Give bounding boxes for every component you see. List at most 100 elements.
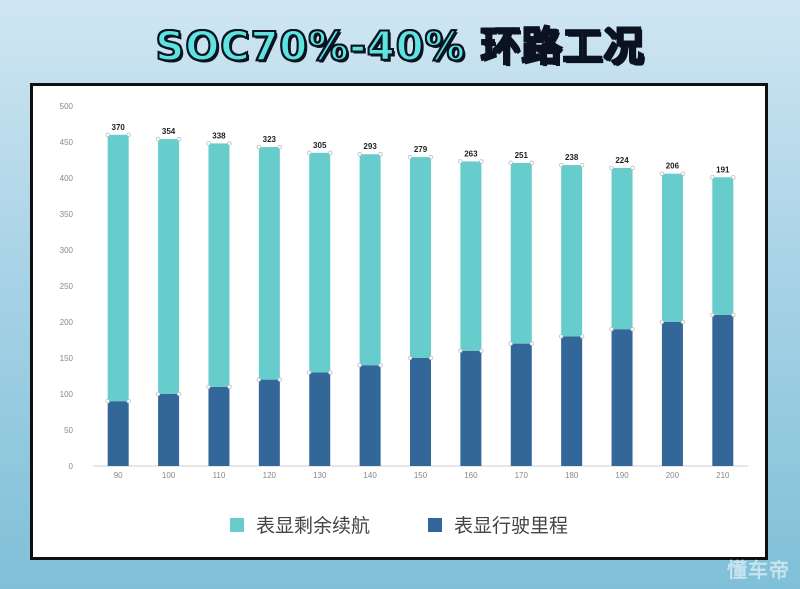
bar-marker (277, 377, 283, 382)
bar-driven (309, 372, 331, 466)
bar-remaining (510, 162, 532, 344)
x-tick-label: 100 (162, 471, 176, 480)
bar-driven (208, 386, 230, 466)
y-tick-label: 500 (60, 102, 74, 111)
bar-marker (458, 348, 463, 353)
bar-remaining (309, 152, 331, 373)
bar-driven (611, 329, 633, 466)
stacked-bar-chart: 0 50 100 150 200 250 300 350 400 450 500 90 100 110 1… (60, 102, 748, 480)
bar-remaining (561, 165, 583, 337)
bar-marker (105, 132, 110, 137)
bar-marker (731, 175, 736, 180)
bar-remaining (460, 161, 482, 351)
bar-marker (731, 312, 736, 317)
y-tick-label: 150 (60, 354, 74, 363)
y-tick-label: 200 (60, 318, 74, 327)
bar-remaining (611, 167, 633, 330)
bar-marker (357, 152, 362, 157)
legend-swatch-remaining (229, 517, 244, 532)
bar-remaining (661, 173, 683, 322)
chart-title: SOC70%-40% 环路工况 (154, 23, 645, 71)
bar-marker (579, 334, 585, 339)
bar-marker (176, 136, 182, 142)
bar-driven (510, 343, 532, 466)
bar-marker (609, 326, 614, 332)
x-tick-label: 160 (464, 471, 478, 480)
x-axis: 90 100 110 120 130 140 150 160 170 180 190 200 210 (93, 465, 748, 480)
bar-driven (107, 401, 129, 466)
bar-marker (428, 355, 434, 361)
x-tick-label: 170 (515, 471, 529, 480)
y-tick-label: 350 (60, 210, 74, 219)
bar-marker (680, 171, 686, 176)
bar-remaining (712, 177, 734, 315)
bar-marker (479, 348, 484, 353)
bar-driven (410, 358, 431, 466)
bar-marker (357, 363, 362, 368)
bar-marker (630, 326, 635, 332)
data-label: 251 (515, 151, 529, 160)
bar-marker (529, 341, 534, 346)
bar-marker (609, 165, 614, 171)
bar-marker (126, 132, 131, 137)
legend-label-remaining: 表显剩余续航 (255, 515, 370, 537)
bar-remaining (410, 157, 431, 358)
bar-driven (258, 379, 280, 466)
data-label: 206 (666, 162, 680, 171)
bar-marker (508, 160, 513, 166)
bar-driven (359, 365, 381, 466)
bar-marker (378, 363, 383, 368)
legend-label-driven: 表显行驶里程 (454, 515, 569, 537)
bar-marker (558, 162, 564, 168)
bar-driven (158, 394, 180, 466)
x-tick-label: 180 (565, 471, 579, 480)
y-tick-label: 100 (60, 390, 74, 399)
bar-marker (227, 141, 232, 146)
y-tick-label: 400 (60, 174, 74, 183)
y-tick-label: 250 (60, 282, 74, 291)
data-label: 191 (716, 165, 730, 174)
bar-marker (529, 160, 534, 166)
data-label: 238 (565, 153, 579, 162)
x-tick-label: 210 (716, 471, 730, 480)
legend-item-driven[interactable]: 表显行驶里程 (428, 511, 568, 538)
x-tick-label: 110 (213, 471, 226, 480)
bar-marker (659, 319, 665, 325)
data-label: 224 (615, 156, 629, 165)
y-axis: 0 50 100 150 200 250 300 350 400 450 500 (60, 102, 74, 471)
bar-marker (227, 384, 232, 389)
bar-marker (307, 370, 312, 375)
bar-remaining (158, 139, 180, 394)
bar-driven (561, 336, 583, 466)
bar-marker (659, 171, 665, 176)
legend: 表显剩余续航 表显行驶里程 (33, 511, 765, 538)
bar-remaining (107, 134, 129, 402)
bar-marker (307, 150, 312, 155)
x-tick-label: 130 (313, 471, 327, 480)
data-label: 338 (212, 131, 226, 140)
bars (105, 132, 736, 466)
data-label: 354 (162, 127, 176, 136)
chart-panel: 0 50 100 150 200 250 300 350 400 450 500 90 100 110 1… (30, 83, 768, 560)
bar-marker (407, 355, 413, 361)
data-label: 370 (112, 123, 126, 132)
y-tick-label: 50 (64, 426, 73, 435)
watermark-logo: 懂车帝 (727, 558, 790, 582)
bar-marker (126, 399, 131, 404)
y-tick-label: 300 (60, 246, 74, 255)
x-tick-label: 120 (263, 471, 277, 480)
data-labels: 370 354 338 323 305 293 279 263 251 238 224 206 191 (112, 123, 731, 174)
bar-driven (661, 322, 683, 466)
bar-marker (378, 152, 383, 157)
bar-marker (328, 370, 333, 375)
bar-remaining (258, 147, 280, 380)
bar-marker (710, 312, 715, 317)
legend-item-remaining[interactable]: 表显剩余续航 (229, 511, 370, 538)
bar-marker (155, 136, 161, 142)
bar-marker (680, 319, 686, 325)
bar-marker (206, 384, 211, 389)
data-label: 263 (464, 149, 478, 158)
bar-marker (710, 175, 715, 180)
data-label: 323 (263, 135, 277, 144)
bar-driven (712, 314, 734, 466)
